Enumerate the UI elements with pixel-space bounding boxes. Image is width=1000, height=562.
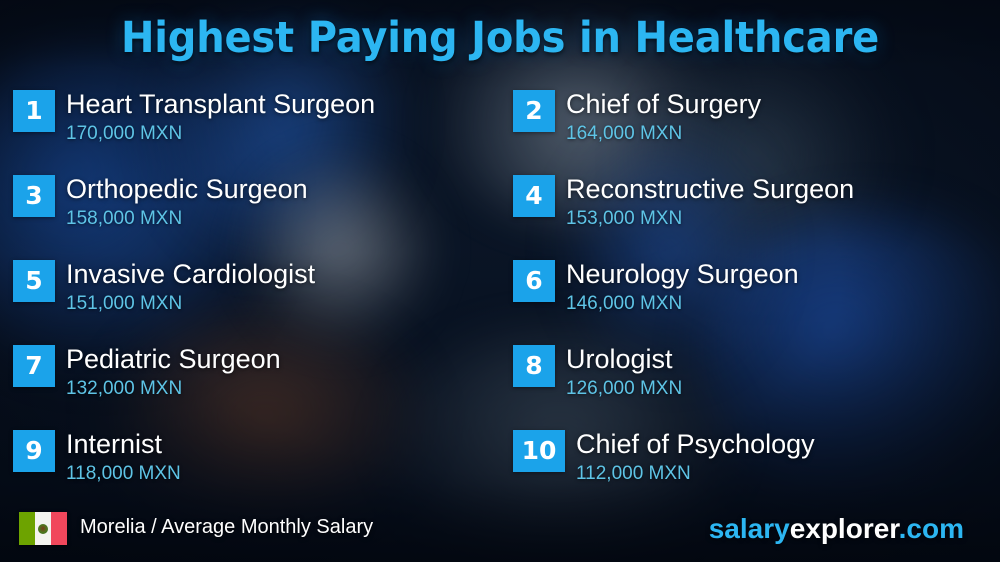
job-salary: 158,000 MXN bbox=[66, 208, 183, 229]
job-salary: 153,000 MXN bbox=[566, 208, 683, 229]
rank-badge: 6 bbox=[513, 260, 555, 302]
rank-badge: 1 bbox=[13, 90, 55, 132]
footer-caption: Morelia / Average Monthly Salary bbox=[80, 516, 374, 538]
job-title: Heart Transplant Surgeon bbox=[66, 89, 376, 119]
job-salary: 170,000 MXN bbox=[66, 123, 183, 144]
site-logo[interactable]: salaryexplorer.com bbox=[709, 513, 964, 545]
flag-emblem-icon bbox=[38, 523, 48, 534]
job-title: Orthopedic Surgeon bbox=[66, 174, 308, 204]
rank-badge: 8 bbox=[513, 345, 555, 387]
list-item-text: Neurology Surgeon 146,000 MXN bbox=[566, 258, 799, 316]
rank-badge: 9 bbox=[13, 430, 55, 472]
rank-badge: 2 bbox=[513, 90, 555, 132]
job-salary: 112,000 MXN bbox=[576, 463, 691, 484]
list-item-text: Internist 118,000 MXN bbox=[66, 428, 181, 486]
job-salary: 164,000 MXN bbox=[566, 123, 683, 144]
job-salary: 118,000 MXN bbox=[66, 463, 181, 484]
rank-badge: 7 bbox=[13, 345, 55, 387]
list-item: 4 Reconstructive Surgeon 153,000 MXN bbox=[513, 173, 993, 251]
page-title: Highest Paying Jobs in Healthcare bbox=[120, 13, 880, 63]
job-title: Urologist bbox=[566, 344, 673, 374]
list-item: 2 Chief of Surgery 164,000 MXN bbox=[513, 88, 993, 166]
job-ranking-list: 1 Heart Transplant Surgeon 170,000 MXN 2… bbox=[0, 88, 1000, 500]
logo-part-explorer: explorer bbox=[789, 513, 899, 544]
mexico-flag-icon bbox=[19, 512, 67, 545]
list-item-text: Chief of Psychology 112,000 MXN bbox=[576, 428, 815, 486]
list-item: 8 Urologist 126,000 MXN bbox=[513, 343, 993, 421]
list-item: 1 Heart Transplant Surgeon 170,000 MXN bbox=[13, 88, 493, 166]
job-title: Pediatric Surgeon bbox=[66, 344, 281, 374]
list-item: 3 Orthopedic Surgeon 158,000 MXN bbox=[13, 173, 493, 251]
rank-badge: 3 bbox=[13, 175, 55, 217]
job-salary: 126,000 MXN bbox=[566, 378, 683, 399]
list-item: 6 Neurology Surgeon 146,000 MXN bbox=[513, 258, 993, 336]
flag-band-white bbox=[35, 512, 51, 545]
job-salary: 132,000 MXN bbox=[66, 378, 183, 399]
list-item: 10 Chief of Psychology 112,000 MXN bbox=[513, 428, 993, 506]
list-item-text: Urologist 126,000 MXN bbox=[566, 343, 682, 401]
rank-badge: 5 bbox=[13, 260, 55, 302]
list-item-text: Reconstructive Surgeon 153,000 MXN bbox=[566, 173, 854, 231]
list-item: 7 Pediatric Surgeon 132,000 MXN bbox=[13, 343, 493, 421]
list-item-text: Heart Transplant Surgeon 170,000 MXN bbox=[66, 88, 375, 146]
list-item-text: Invasive Cardiologist 151,000 MXN bbox=[66, 258, 315, 316]
footer: Morelia / Average Monthly Salary salarye… bbox=[0, 504, 1000, 562]
rank-badge: 4 bbox=[513, 175, 555, 217]
job-title: Invasive Cardiologist bbox=[66, 259, 316, 289]
list-item-text: Chief of Surgery 164,000 MXN bbox=[566, 88, 761, 146]
list-item-text: Orthopedic Surgeon 158,000 MXN bbox=[66, 173, 308, 231]
job-title: Neurology Surgeon bbox=[566, 259, 799, 289]
job-title: Chief of Surgery bbox=[566, 89, 762, 119]
job-salary: 146,000 MXN bbox=[566, 293, 683, 314]
logo-part-salary: salary bbox=[708, 513, 790, 544]
list-item: 9 Internist 118,000 MXN bbox=[13, 428, 493, 506]
flag-band-green bbox=[19, 512, 35, 545]
rank-badge: 10 bbox=[513, 430, 565, 472]
job-salary: 151,000 MXN bbox=[66, 293, 183, 314]
list-item-text: Pediatric Surgeon 132,000 MXN bbox=[66, 343, 281, 401]
list-item: 5 Invasive Cardiologist 151,000 MXN bbox=[13, 258, 493, 336]
logo-part-tld: .com bbox=[898, 513, 964, 544]
job-title: Internist bbox=[66, 429, 163, 459]
flag-band-red bbox=[51, 512, 67, 545]
job-title: Chief of Psychology bbox=[576, 429, 815, 459]
job-title: Reconstructive Surgeon bbox=[566, 174, 855, 204]
